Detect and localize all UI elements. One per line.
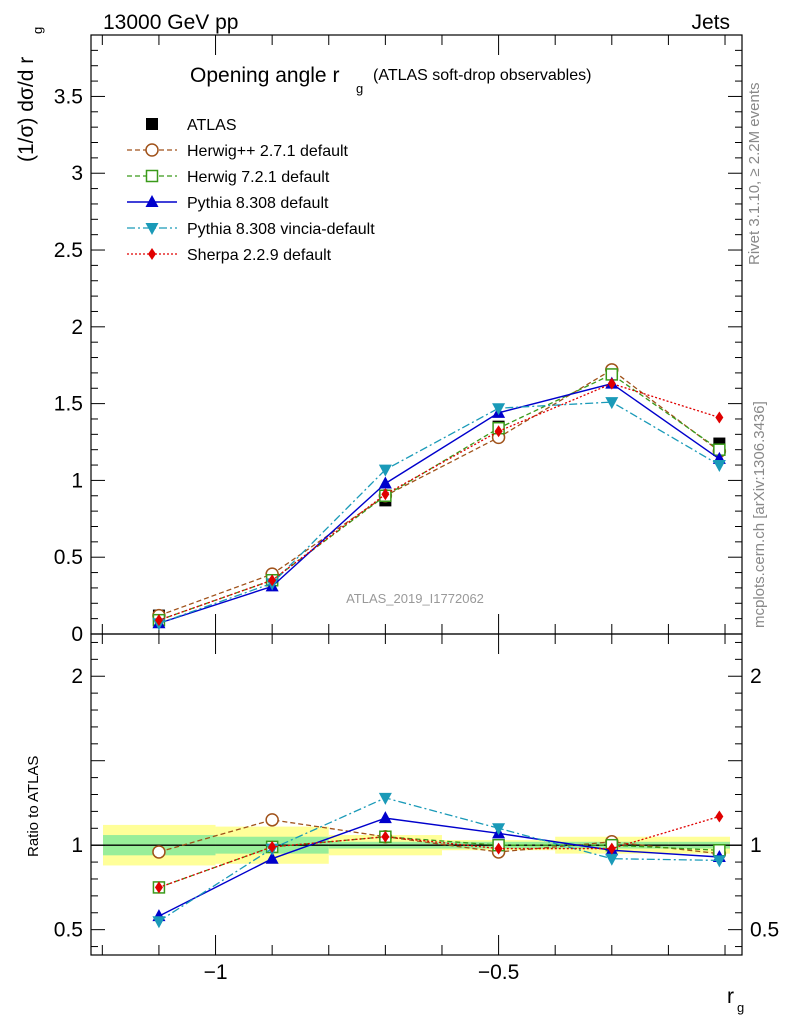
main-ytick-label: 0: [71, 623, 83, 646]
legend-label-herwig7: Herwig 7.2.1 default: [187, 169, 330, 186]
ratio-point-vincia: [712, 855, 726, 868]
main-ytick-label: 0.5: [54, 546, 83, 569]
ratio-panel: 0.5 0.5 1 1 2 2 −1 −0.5: [54, 633, 779, 984]
main-ylabel: (1/σ) dσ/d r g: [15, 27, 45, 162]
analysis-watermark: ATLAS_2019_I1772062: [346, 591, 484, 606]
xlabel: r: [727, 985, 734, 1008]
main-ytick-label: 2.5: [54, 239, 83, 262]
main-panel: 0 0.5 1 1.5 2 2.5 3 3.5: [54, 34, 743, 646]
ratio-point-sherpa: [154, 881, 163, 894]
ratio-series-sherpa: [154, 810, 724, 894]
ratio-point-sherpa: [715, 810, 724, 823]
plot-title-main: Opening angle r: [190, 64, 339, 87]
ratio-line-herwigpp: [158, 819, 720, 855]
legend-marker-sherpa: [148, 248, 156, 260]
main-line-herwig7: [158, 373, 720, 621]
ratio-ylabel: Ratio to ATLAS: [25, 756, 42, 857]
main-point-sherpa: [607, 377, 616, 390]
xlabel-sub: g: [737, 1000, 744, 1015]
main-series-sherpa: [154, 377, 724, 627]
ratio-frame: [90, 633, 743, 956]
main-point-sherpa: [154, 614, 163, 627]
legend-marker-ATLAS: [146, 118, 158, 130]
ratio-point-pythia: [265, 851, 279, 864]
main-ylabel-sub: g: [30, 27, 45, 34]
ratio-point-vincia: [152, 916, 166, 929]
ratio-point-sherpa: [268, 840, 277, 853]
main-point-vincia: [712, 460, 726, 473]
ratio-line-pythia: [158, 817, 720, 917]
plot-title-sub: g: [356, 81, 363, 96]
ratio-line-vincia: [158, 797, 720, 922]
legend-label-ATLAS: ATLAS: [187, 117, 237, 134]
legend-marker-herwig7: [145, 169, 159, 183]
main-point-sherpa: [715, 411, 724, 424]
main-point-sherpa: [268, 574, 277, 587]
ratio-ytick-label-right: 0.5: [750, 919, 779, 942]
ratio-xtick-label: −0.5: [478, 961, 519, 984]
legend-label-herwigpp: Herwig++ 2.7.1 default: [187, 143, 349, 160]
legend-entry-ATLAS: ATLAS: [146, 117, 237, 134]
main-line-herwigpp: [158, 369, 720, 617]
legend-marker-vincia: [145, 223, 159, 235]
main-point-pythia: [378, 476, 392, 489]
main-ytick-label: 2: [71, 316, 83, 339]
main-series-ATLAS: [152, 368, 726, 622]
main-ytick-label: 3.5: [54, 85, 83, 108]
legend-entry-pythia: Pythia 8.308 default: [127, 195, 329, 212]
plot-title-tail: (ATLAS soft-drop observables): [373, 67, 591, 84]
ratio-point-herwigpp: [152, 845, 166, 859]
ratio-series-vincia: [152, 792, 726, 929]
ratio-point-sherpa: [607, 842, 616, 855]
ratio-point-sherpa: [381, 830, 390, 843]
category-label: Jets: [691, 11, 730, 34]
side-rivet-text: Rivet 3.1.10, ≥ 2.2M events: [746, 83, 763, 266]
ratio-point-vincia: [605, 853, 619, 866]
legend: ATLAS Herwig++ 2.7.1 default Herwig 7.2.1 …: [127, 117, 375, 264]
ratio-point-vincia: [378, 792, 392, 805]
ratio-ytick-label-right: 1: [750, 834, 762, 857]
main-ytick-label: 1.5: [54, 393, 83, 416]
energy-label: 13000 GeV pp: [103, 11, 238, 34]
legend-entry-sherpa: Sherpa 2.2.9 default: [127, 247, 332, 264]
ratio-ytick-label: 1: [71, 834, 83, 857]
main-line-vincia: [158, 401, 720, 624]
ratio-point-vincia: [492, 823, 506, 836]
main-line-sherpa: [158, 382, 720, 621]
side-mcplots-text: mcplots.cern.ch [arXiv:1306.3436]: [751, 401, 768, 628]
legend-entry-herwig7: Herwig 7.2.1 default: [127, 169, 330, 186]
legend-label-pythia: Pythia 8.308 default: [187, 195, 329, 212]
legend-entry-herwigpp: Herwig++ 2.7.1 default: [127, 143, 349, 160]
plot-title: Opening angle r: [190, 64, 339, 87]
main-ytick-label: 3: [71, 162, 83, 185]
ratio-point-pythia: [378, 811, 392, 824]
legend-label-sherpa: Sherpa 2.2.9 default: [187, 247, 332, 264]
main-line-pythia: [158, 382, 720, 624]
ratio-point-herwigpp: [265, 813, 279, 827]
main-point-vincia: [492, 403, 506, 416]
ratio-xtick-label: −1: [204, 961, 228, 984]
legend-entry-vincia: Pythia 8.308 vincia-default: [127, 221, 375, 238]
main-series-herwig7: [152, 368, 726, 627]
ratio-line-sherpa: [158, 815, 720, 889]
main-ytick-label: 1: [71, 469, 83, 492]
main-point-vincia: [378, 464, 392, 477]
main-ylabel-text: (1/σ) dσ/d r: [15, 57, 38, 162]
legend-marker-pythia: [145, 195, 159, 207]
ratio-ytick-label-right: 2: [750, 665, 762, 688]
svg-text:(1/σ) dσ/d r: (1/σ) dσ/d r: [15, 57, 38, 162]
main-point-sherpa: [381, 488, 390, 501]
main-point-vincia: [605, 397, 619, 410]
main-point-sherpa: [494, 425, 503, 438]
legend-label-vincia: Pythia 8.308 vincia-default: [187, 221, 375, 238]
ratio-ytick-label: 0.5: [54, 919, 83, 942]
legend-marker-herwigpp: [145, 143, 159, 157]
ratio-ytick-label: 2: [71, 665, 83, 688]
ratio-point-sherpa: [494, 842, 503, 855]
